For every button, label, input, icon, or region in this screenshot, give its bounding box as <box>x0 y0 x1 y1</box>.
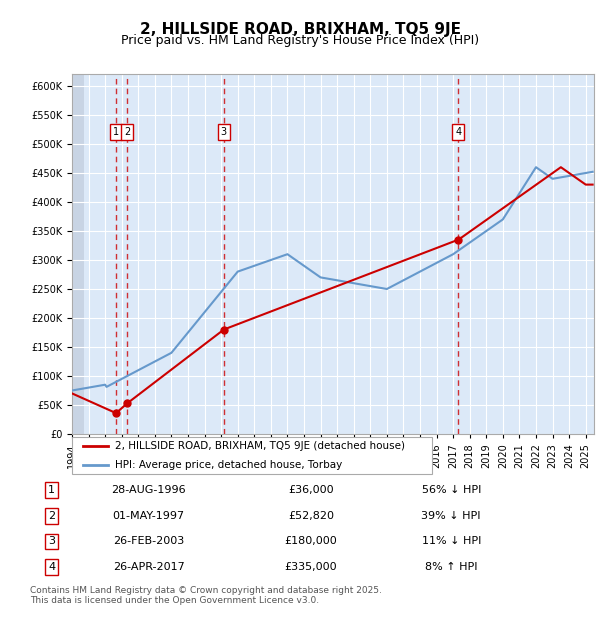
Text: £180,000: £180,000 <box>284 536 337 546</box>
Text: 2, HILLSIDE ROAD, BRIXHAM, TQ5 9JE (detached house): 2, HILLSIDE ROAD, BRIXHAM, TQ5 9JE (deta… <box>115 441 405 451</box>
Text: HPI: Average price, detached house, Torbay: HPI: Average price, detached house, Torb… <box>115 460 343 470</box>
Text: 26-FEB-2003: 26-FEB-2003 <box>113 536 184 546</box>
Text: 01-MAY-1997: 01-MAY-1997 <box>113 511 185 521</box>
Text: 4: 4 <box>48 562 55 572</box>
Text: Contains HM Land Registry data © Crown copyright and database right 2025.
This d: Contains HM Land Registry data © Crown c… <box>30 586 382 605</box>
Text: 2, HILLSIDE ROAD, BRIXHAM, TQ5 9JE: 2, HILLSIDE ROAD, BRIXHAM, TQ5 9JE <box>139 22 461 37</box>
Text: 28-AUG-1996: 28-AUG-1996 <box>112 485 186 495</box>
Text: 3: 3 <box>221 127 227 138</box>
Bar <box>72 74 80 434</box>
Text: £52,820: £52,820 <box>288 511 334 521</box>
Text: £335,000: £335,000 <box>284 562 337 572</box>
Text: 2: 2 <box>124 127 130 138</box>
Text: 2: 2 <box>48 511 55 521</box>
Text: 3: 3 <box>48 536 55 546</box>
Text: £36,000: £36,000 <box>288 485 334 495</box>
Text: 39% ↓ HPI: 39% ↓ HPI <box>421 511 481 521</box>
FancyBboxPatch shape <box>72 437 432 474</box>
Text: 26-APR-2017: 26-APR-2017 <box>113 562 185 572</box>
Text: 56% ↓ HPI: 56% ↓ HPI <box>422 485 481 495</box>
Bar <box>72 74 85 434</box>
Text: 11% ↓ HPI: 11% ↓ HPI <box>422 536 481 546</box>
Text: 8% ↑ HPI: 8% ↑ HPI <box>425 562 478 572</box>
Text: 4: 4 <box>455 127 461 138</box>
Text: Price paid vs. HM Land Registry's House Price Index (HPI): Price paid vs. HM Land Registry's House … <box>121 34 479 47</box>
Text: 1: 1 <box>113 127 119 138</box>
Text: 1: 1 <box>48 485 55 495</box>
